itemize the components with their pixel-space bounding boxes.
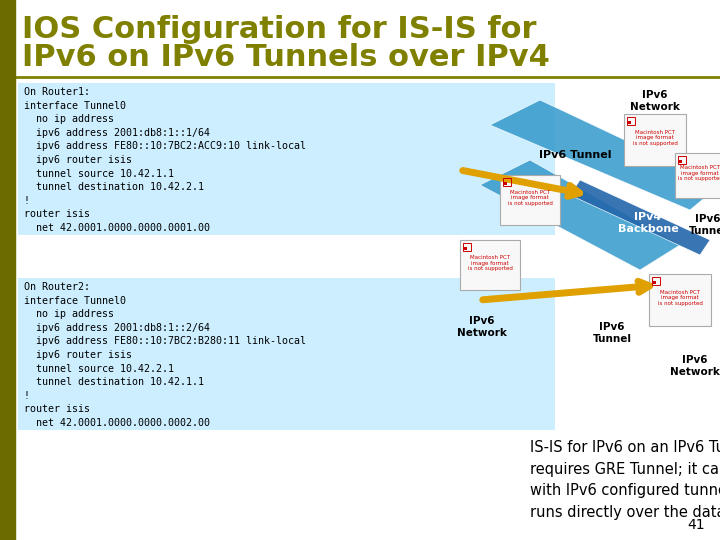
Bar (464, 247, 467, 250)
Text: IOS Configuration for IS-IS for: IOS Configuration for IS-IS for (22, 16, 536, 44)
Text: IPv6
Network: IPv6 Network (457, 316, 507, 338)
Polygon shape (480, 160, 680, 270)
Text: Macintosh PCT
image format
is not supported: Macintosh PCT image format is not suppor… (678, 165, 720, 181)
Bar (0, 0, 15, 540)
Text: IPv6 Tunnel: IPv6 Tunnel (539, 150, 611, 160)
Bar (460, 240, 520, 290)
Bar (500, 175, 560, 225)
Text: IS-IS for IPv6 on an IPv6 Tunnel
requires GRE Tunnel; it can’t work
with IPv6 co: IS-IS for IPv6 on an IPv6 Tunnel require… (530, 440, 720, 520)
Text: IPv6
Network: IPv6 Network (630, 90, 680, 112)
Text: IPv6
Network: IPv6 Network (670, 355, 720, 376)
Text: IPv6
Tunnel: IPv6 Tunnel (688, 214, 720, 236)
FancyBboxPatch shape (18, 83, 555, 235)
Text: Macintosh PCT
image format
is not supported: Macintosh PCT image format is not suppor… (467, 255, 513, 271)
Text: On Router2:
interface Tunnel0
  no ip address
  ipv6 address 2001:db8:1::2/64
  : On Router2: interface Tunnel0 no ip addr… (24, 282, 306, 428)
Bar (649, 274, 711, 326)
FancyBboxPatch shape (18, 278, 555, 430)
Polygon shape (490, 100, 720, 210)
Text: Macintosh PCT
image format
is not supported: Macintosh PCT image format is not suppor… (657, 289, 703, 306)
Text: Macintosh PCT
image format
is not supported: Macintosh PCT image format is not suppor… (508, 190, 552, 206)
Bar (504, 182, 507, 185)
FancyArrowPatch shape (483, 281, 649, 300)
Bar (624, 114, 686, 166)
Text: On Router1:
interface Tunnel0
  no ip address
  ipv6 address 2001:db8:1::1/64
  : On Router1: interface Tunnel0 no ip addr… (24, 87, 306, 233)
Bar (653, 281, 656, 284)
Bar (679, 159, 682, 163)
Bar (463, 243, 471, 251)
FancyArrowPatch shape (463, 171, 580, 197)
Bar (678, 156, 686, 164)
Bar (627, 117, 635, 125)
Bar (675, 152, 720, 198)
Text: Macintosh PCT
image format
is not supported: Macintosh PCT image format is not suppor… (633, 130, 678, 146)
Text: 41: 41 (688, 518, 705, 532)
Bar (628, 121, 631, 124)
Text: IPv4
Backbone: IPv4 Backbone (618, 212, 678, 234)
Text: IPv6 on IPv6 Tunnels over IPv4: IPv6 on IPv6 Tunnels over IPv4 (22, 44, 550, 72)
Bar (652, 277, 660, 285)
Text: IPv6
Tunnel: IPv6 Tunnel (593, 322, 631, 343)
Polygon shape (570, 180, 710, 255)
Bar (503, 178, 511, 186)
